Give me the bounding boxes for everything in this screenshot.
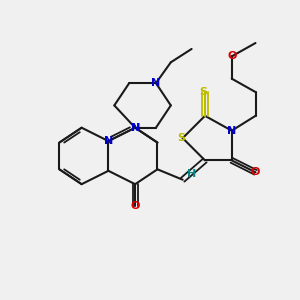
Text: O: O	[130, 202, 140, 212]
Text: H: H	[187, 169, 196, 179]
Text: S: S	[200, 87, 208, 97]
Text: S: S	[177, 133, 185, 143]
Text: O: O	[251, 167, 260, 177]
Text: N: N	[104, 136, 113, 146]
Text: O: O	[227, 51, 236, 62]
Text: N: N	[151, 78, 160, 88]
Text: N: N	[227, 126, 236, 136]
Text: N: N	[130, 123, 140, 133]
Text: N: N	[130, 123, 140, 133]
